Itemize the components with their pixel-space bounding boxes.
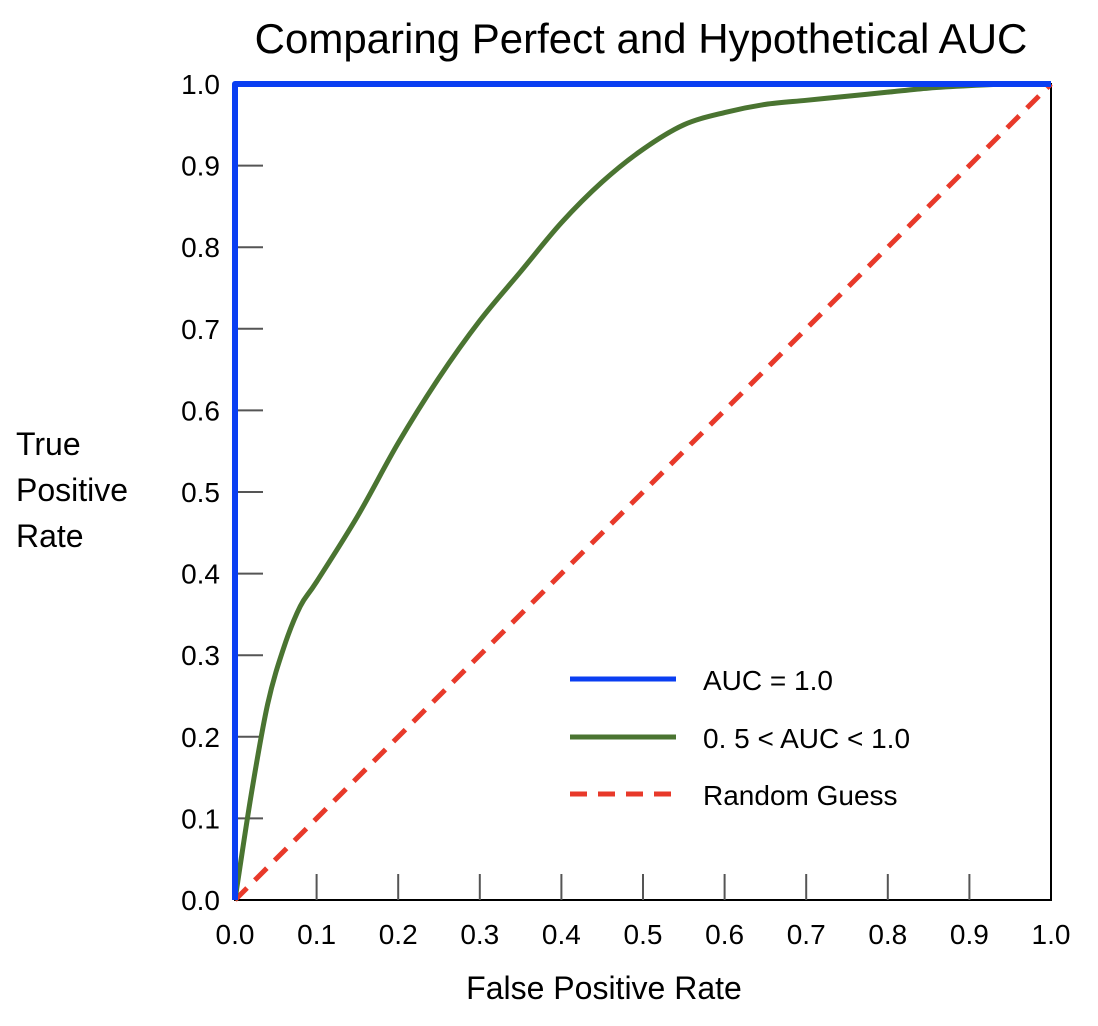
- x-axis-title: False Positive Rate: [466, 970, 742, 1006]
- x-tick-label-4: 0.4: [542, 919, 581, 950]
- legend-item-random-guess: Random Guess: [570, 780, 898, 811]
- y-axis-title-line-2: Positive: [16, 472, 128, 508]
- x-tick-label-2: 0.2: [379, 919, 418, 950]
- x-tick-label-0: 0.0: [216, 919, 255, 950]
- x-axis-ticks: 0.0 0.1 0.2 0.3 0.4 0.5 0.6 0.7 0.8 0.9 1.0: [216, 874, 1071, 950]
- series-auc-perfect-line: [232, 81, 1051, 900]
- x-tick-label-3: 0.3: [460, 919, 499, 950]
- series-auc-hypothetical-line: [232, 81, 1052, 901]
- x-tick-label-7: 0.7: [787, 919, 826, 950]
- y-axis-ticks: 0.0 0.1 0.2 0.3 0.4 0.5 0.6 0.7 0.8 0.9 1.0: [181, 69, 263, 916]
- x-tick-label-6: 0.6: [705, 919, 744, 950]
- chart-title: Comparing Perfect and Hypothetical AUC: [255, 15, 1028, 62]
- y-tick-label-1: 0.1: [181, 803, 220, 834]
- y-tick-label-0: 0.0: [181, 885, 220, 916]
- legend-label-random-guess: Random Guess: [703, 780, 898, 811]
- x-tick-label-9: 0.9: [950, 919, 989, 950]
- y-tick-label-6: 0.6: [181, 395, 220, 426]
- series-random-guess-line: [233, 82, 1053, 902]
- y-tick-label-2: 0.2: [181, 722, 220, 753]
- series-layer: [232, 81, 1053, 902]
- x-tick-label-10: 1.0: [1032, 919, 1071, 950]
- x-tick-label-5: 0.5: [624, 919, 663, 950]
- legend-label-auc-perfect: AUC = 1.0: [703, 665, 833, 696]
- y-tick-label-7: 0.7: [181, 314, 220, 345]
- y-axis-title: True Positive Rate: [16, 426, 137, 554]
- x-tick-label-1: 0.1: [297, 919, 336, 950]
- y-axis-title-line-3: Rate: [16, 518, 84, 554]
- plot-area: 0.0 0.1 0.2 0.3 0.4 0.5 0.6 0.7 0.8 0.9 1.0 0.0 0.1…: [181, 69, 1070, 950]
- y-tick-label-10: 1.0: [181, 69, 220, 100]
- x-tick-label-8: 0.8: [868, 919, 907, 950]
- y-axis-title-line-1: True: [16, 426, 81, 462]
- y-tick-label-8: 0.8: [181, 232, 220, 263]
- legend: AUC = 1.0 0. 5 < AUC < 1.0 Random Guess: [570, 665, 910, 811]
- legend-label-auc-hypothetical: 0. 5 < AUC < 1.0: [703, 723, 910, 754]
- y-tick-label-3: 0.3: [181, 640, 220, 671]
- legend-item-auc-hypothetical: 0. 5 < AUC < 1.0: [570, 723, 910, 754]
- y-tick-label-5: 0.5: [181, 477, 220, 508]
- legend-item-auc-perfect: AUC = 1.0: [570, 665, 833, 696]
- y-tick-label-9: 0.9: [181, 151, 220, 182]
- y-tick-label-4: 0.4: [181, 559, 220, 590]
